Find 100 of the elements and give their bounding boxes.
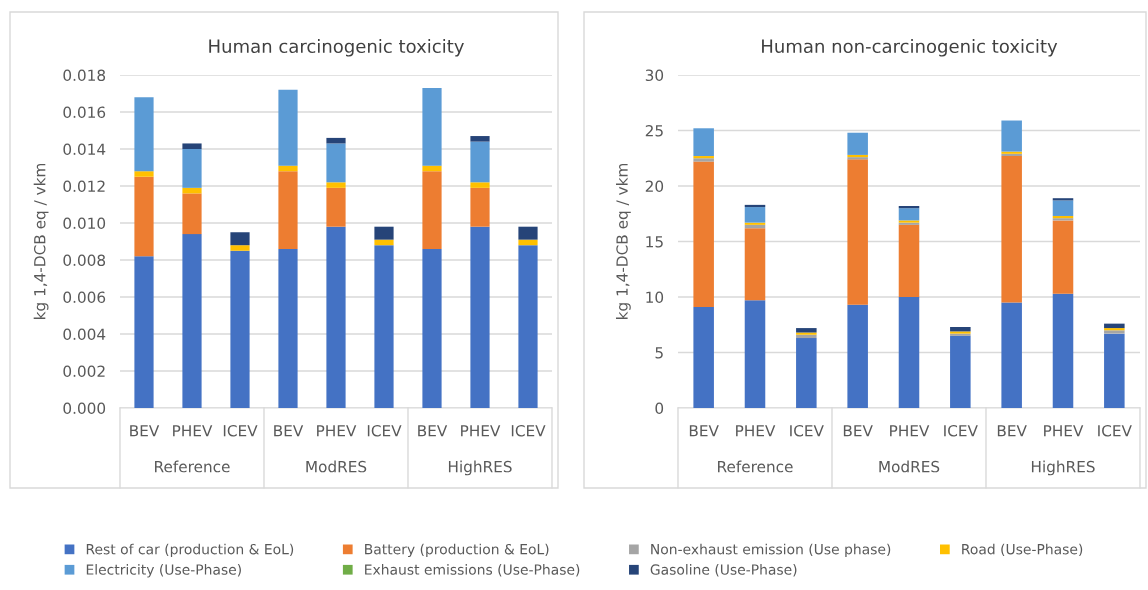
bar: [744, 207, 766, 223]
bar: [796, 328, 817, 333]
bar: [278, 165, 298, 172]
bar: [422, 171, 442, 249]
x-tick-label: BEV: [843, 425, 873, 437]
bar: [230, 232, 250, 246]
bar: [470, 187, 490, 227]
y-tick-label: 0.012: [63, 180, 105, 193]
legend-label: Electricity (Use-Phase): [86, 564, 241, 578]
x-tick-label: BEV: [689, 425, 719, 437]
y-tick-label: 15: [646, 236, 663, 248]
bar: [422, 87, 442, 166]
bar: [693, 128, 714, 157]
x-tick-label: PHEV: [736, 425, 776, 437]
bar: [278, 248, 298, 408]
x-tick-label: ICEV: [1098, 424, 1132, 437]
bar: [1052, 220, 1074, 294]
y-tick-label: 0.004: [63, 328, 106, 341]
bar: [1052, 200, 1074, 216]
y-tick-label: 0.010: [63, 217, 106, 230]
bar: [518, 239, 538, 246]
legend-label: Gasoline (Use-Phase): [650, 564, 797, 577]
y-tick-label: 25: [645, 124, 663, 137]
bar: [326, 182, 346, 188]
y-tick-label: 0.006: [63, 291, 106, 304]
x-tick-label: BEV: [418, 425, 448, 437]
bar: [182, 149, 202, 188]
bar: [182, 193, 202, 235]
bar: [374, 239, 394, 246]
bar: [898, 297, 920, 408]
y-tick-label: 0.016: [63, 106, 106, 119]
bar: [470, 182, 490, 188]
x-tick-label: PHEV: [317, 425, 357, 437]
y-tick-label: 5: [655, 347, 663, 359]
bar: [422, 165, 442, 172]
x-tick-label: BEV: [130, 425, 160, 437]
bar: [134, 97, 154, 172]
bar: [470, 141, 490, 183]
bar: [470, 136, 490, 142]
y-tick-label: 0.002: [63, 365, 105, 378]
x-tick-label: ICEV: [511, 424, 546, 437]
bar: [230, 250, 250, 408]
bar: [693, 306, 714, 408]
bar: [182, 143, 202, 149]
bar: [422, 248, 442, 408]
bar: [950, 326, 971, 332]
legend-label: Exhaust emissions (Use-Phase): [365, 564, 580, 577]
text: HighRES: [1031, 460, 1095, 476]
bar: [1001, 302, 1022, 408]
y-tick-label: 30: [645, 69, 664, 82]
text: Reference: [155, 460, 230, 473]
y-tick-label: 0.018: [63, 69, 106, 82]
bar: [847, 304, 868, 408]
y-tick-label: 0.008: [63, 254, 106, 267]
bar: [182, 234, 202, 408]
text: ModRES: [879, 460, 940, 473]
x-tick-label: BEV: [997, 425, 1027, 437]
x-tick-label: ICEV: [790, 424, 824, 437]
chart-title: Human carcinogenic toxicity: [209, 39, 464, 57]
x-tick-label: PHEV: [173, 425, 213, 437]
y-tick-label: 20: [645, 180, 664, 193]
bar: [744, 228, 766, 301]
y-tick-label: 10: [646, 291, 664, 304]
bar: [230, 245, 250, 251]
bar: [950, 335, 971, 408]
bar: [796, 338, 817, 408]
bar: [518, 245, 538, 408]
x-tick-label: ICEV: [944, 424, 978, 437]
bar: [326, 226, 346, 408]
x-tick-label: ICEV: [367, 424, 402, 437]
bar: [134, 176, 154, 257]
x-tick-label: BEV: [274, 425, 304, 437]
bar: [134, 171, 154, 177]
y-tick-label: 0: [655, 402, 664, 415]
bar: [1052, 293, 1074, 408]
bar: [326, 137, 346, 144]
bar: [898, 224, 920, 297]
bar: [744, 300, 766, 408]
bar: [374, 226, 394, 240]
bar: [326, 187, 346, 227]
chart-title: Human non-carcinogenic toxicity: [762, 39, 1058, 57]
bar: [796, 334, 817, 339]
bar: [518, 226, 538, 240]
bar: [847, 132, 868, 155]
y-axis-title: kg 1,4-DCB eq / vkm: [616, 163, 631, 319]
bar: [470, 226, 490, 408]
x-tick-label: ICEV: [223, 424, 258, 437]
x-tick-label: PHEV: [1044, 425, 1084, 437]
legend-label: Battery (production & EoL): [365, 543, 549, 558]
x-tick-label: PHEV: [461, 425, 501, 437]
y-tick-label: 0.000: [63, 402, 106, 415]
text: Reference: [718, 460, 793, 473]
x-tick-label: PHEV: [890, 425, 930, 437]
bar: [1104, 333, 1125, 408]
bar: [134, 256, 154, 408]
y-axis-title: kg 1,4-DCB eq / vkm: [33, 163, 49, 319]
y-tick-label: 0.014: [63, 143, 106, 156]
bar: [796, 332, 817, 335]
legend-label: Rest of car (production & EoL): [86, 543, 294, 558]
bar: [1001, 156, 1022, 303]
